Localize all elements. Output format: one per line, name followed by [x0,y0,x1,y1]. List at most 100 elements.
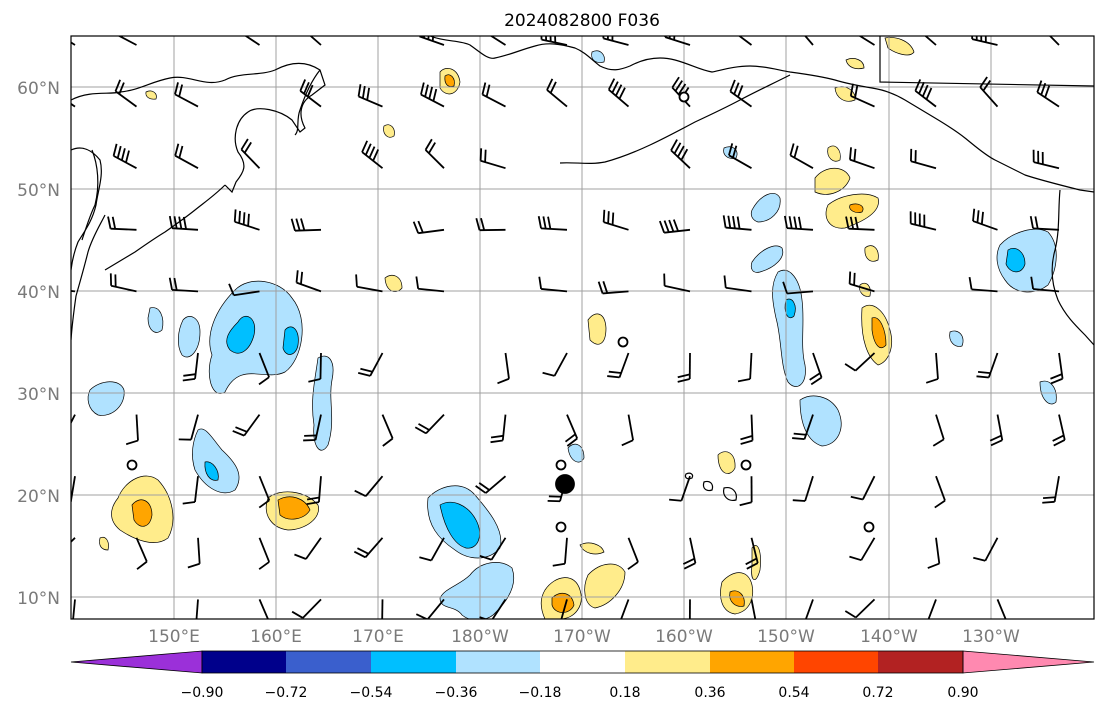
wind-barb [232,414,261,437]
pos-contour-10 [729,590,745,607]
wind-barb [849,83,875,108]
coastline-hawaii-1 [684,472,694,480]
station-markers [126,91,875,533]
colorbar-label: −0.54 [350,685,393,701]
coastline-sakhalin [81,149,99,241]
wind-barb [858,36,875,46]
wind-barb [792,414,814,441]
wind-barb [174,82,199,108]
colorbar-segment [710,651,794,673]
lat-label: 60°N [17,79,60,99]
wind-barb [996,599,1007,619]
wind-barb [1050,352,1064,385]
wind-barb [972,208,998,231]
colorbar-segment [794,651,878,673]
neg-contour-5 [147,307,164,333]
wind-barb [968,276,998,293]
pos-contour-8 [587,313,607,345]
wind-barb [848,271,875,293]
pos-contour-14 [814,167,851,195]
wind-barb [258,599,269,619]
wind-barb [258,475,271,509]
wind-barb [688,599,691,619]
wind-barb [932,414,945,447]
wind-barb [979,76,999,108]
wind-barb [750,599,757,619]
wind-barb [412,220,445,235]
wind-barb [670,139,691,169]
neg-contour-3 [282,326,299,355]
wind-barb [925,352,939,384]
neg-contour-1 [208,280,303,394]
wind-barb [489,36,506,46]
colorbar-segment [878,651,963,673]
wind-barb [291,598,322,619]
wind-barb [72,599,76,619]
pos-contour-4 [277,496,311,520]
wind-barb [420,82,445,108]
neg-contour-14 [784,298,796,319]
lon-label: 150°E [148,627,200,647]
lat-label: 30°N [17,385,60,405]
colorbar-label: 0.36 [694,685,725,701]
wind-barb [849,147,875,170]
pos-contour-29 [99,536,109,551]
wind-barb [809,352,823,386]
wind-barb [728,143,752,169]
neg-contour-22 [949,330,964,347]
wind-barb [597,281,629,295]
pos-contour-24 [884,37,915,56]
coastline-hawaii-2 [702,480,714,492]
wind-barb [290,218,322,232]
longitude-labels: 150°E 160°E 170°E 180°W 170°W 160°W 150°… [148,627,1020,647]
wind-barb [538,276,568,293]
wind-barb [244,36,260,46]
wind-barb [737,352,753,383]
wind-barb [168,277,199,293]
coastline-kurils [104,184,226,271]
neg-contour-21 [567,443,585,463]
wind-barb [792,475,814,502]
wind-barb [738,36,753,46]
wind-barb [849,537,876,562]
neg-contour-18 [996,228,1057,293]
wind-barb [195,599,199,619]
wind-barb [178,414,199,441]
map-plot-area [71,36,1094,619]
colorbar-label: 0.18 [609,685,640,701]
wind-barb [182,352,199,382]
lon-label: 160°E [250,627,302,647]
neg-contour-11 [439,501,480,549]
colorbar-segment [456,651,540,673]
wind-barb [682,537,697,570]
pos-contour-2 [131,499,153,527]
wind-barb [722,215,752,231]
wind-barb [910,148,937,170]
coastline-japan [71,214,106,341]
wind-barb [669,475,691,502]
lat-label: 40°N [17,283,60,303]
wind-barb [240,138,261,169]
wind-barb [620,599,630,619]
wind-barb [914,79,937,108]
coastlines [71,36,1094,501]
coastline-alaska [429,36,1094,193]
wind-barb [745,537,759,570]
wind-barb [355,274,383,293]
wind-barb [479,537,507,561]
wind-barb [475,475,507,494]
pos-contour-16 [849,203,864,213]
wind-barb [548,599,568,619]
neg-contour-15 [799,395,842,447]
wind-barb [627,537,639,570]
wind-barb [107,216,137,231]
wind-barb [414,413,445,435]
wind-barb [804,599,814,619]
border-canada [879,36,1094,87]
neg-contour-9 [204,461,219,481]
neg-contour-6 [87,381,125,416]
neg-contour-4 [178,316,201,358]
wind-barb [973,537,999,562]
wind-barb [228,283,260,297]
